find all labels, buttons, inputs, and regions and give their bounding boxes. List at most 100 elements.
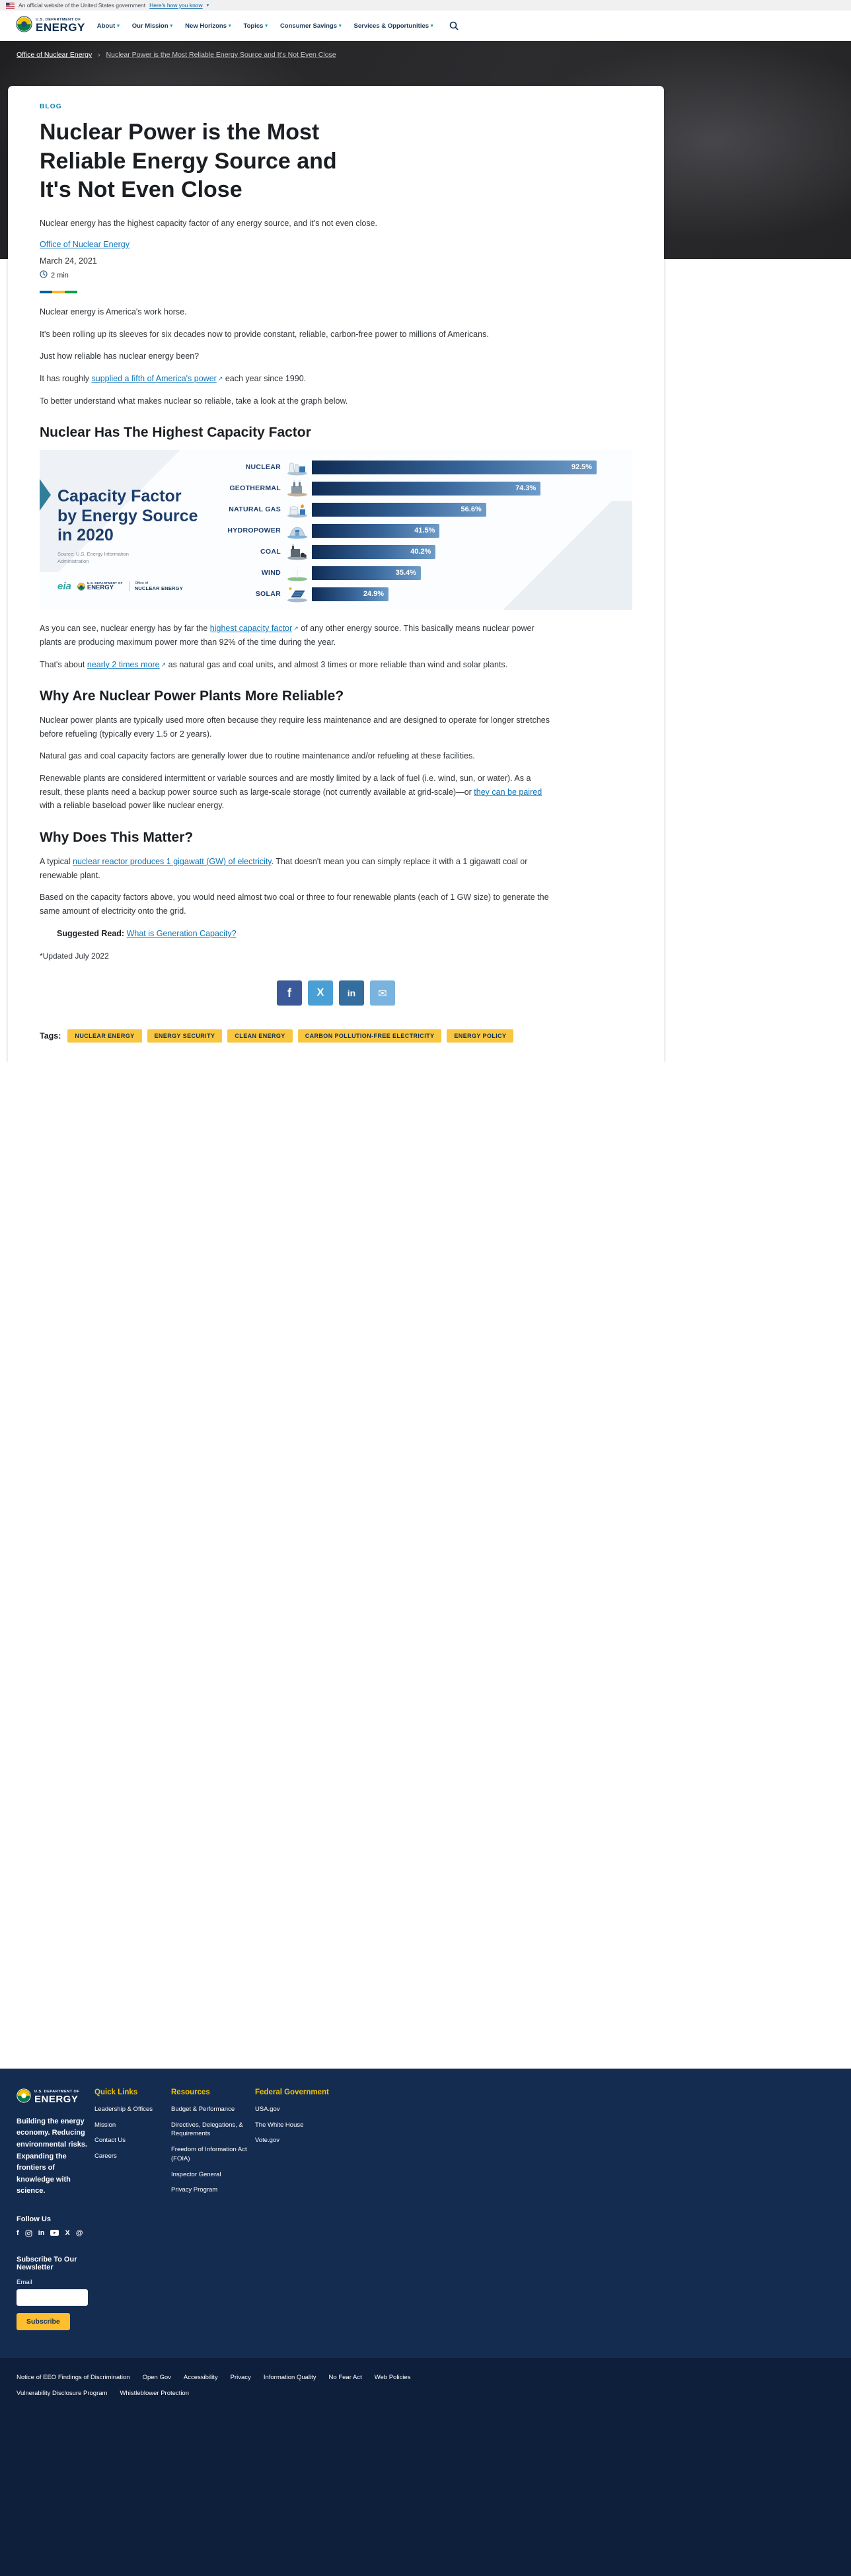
nav-our-mission[interactable]: Our Mission ▾: [131, 22, 173, 30]
article-paragraph: Just how reliable has nuclear energy bee…: [40, 351, 200, 361]
footer-link-white-house[interactable]: The White House: [255, 2121, 304, 2129]
tag-carbon-pollution-free[interactable]: CARBON POLLUTION-FREE ELECTRICITY: [297, 1029, 442, 1043]
one-gigawatt-link[interactable]: nuclear reactor produces 1 gigawatt (GW)…: [73, 856, 272, 866]
bottom-link-whistleblower[interactable]: Whistleblower Protection: [120, 2390, 189, 2397]
article-paragraph: A typical nuclear reactor produces 1 gig…: [40, 856, 528, 880]
clock-icon: [40, 270, 48, 280]
tag-energy-policy[interactable]: ENERGY POLICY: [447, 1029, 514, 1043]
energy-logo[interactable]: U.S. DEPARTMENT OF ENERGY: [16, 16, 85, 36]
footer-link-mission[interactable]: Mission: [94, 2121, 116, 2129]
nearly-2-times-more-link[interactable]: nearly 2 times more ↗: [87, 659, 166, 669]
hydropower-dam-icon: [285, 522, 310, 540]
nav-consumer-savings[interactable]: Consumer Savings ▾: [279, 22, 342, 30]
generation-capacity-link[interactable]: What is Generation Capacity?: [126, 929, 237, 939]
nav-services-opportunities[interactable]: Services & Opportunities ▾: [353, 22, 433, 30]
tag-energy-security[interactable]: ENERGY SECURITY: [147, 1029, 223, 1043]
bottom-link-web-policies[interactable]: Web Policies: [374, 2374, 411, 2381]
x-icon[interactable]: X: [65, 2229, 70, 2237]
chart-title-block: Capacity Factor by Energy Source in 2020…: [57, 487, 203, 592]
bottom-link-eeo[interactable]: Notice of EEO Findings of Discrimination: [17, 2374, 130, 2381]
natural-gas-plant-icon: [285, 501, 310, 519]
byline-office-link[interactable]: Office of Nuclear Energy: [40, 240, 130, 250]
footer-brand-column: U.S. DEPARTMENT OF ENERGY Building the e…: [17, 2088, 91, 2330]
email-field[interactable]: [17, 2289, 88, 2306]
bottom-link-open-gov[interactable]: Open Gov: [142, 2374, 171, 2381]
footer-link-foia[interactable]: Freedom of Information Act (FOIA): [171, 2146, 247, 2162]
bar-hydropower: 41.5%: [312, 523, 440, 538]
share-email-button[interactable]: ✉: [370, 980, 395, 1006]
tag-clean-energy[interactable]: CLEAN ENERGY: [227, 1029, 293, 1043]
bottom-link-no-fear-act[interactable]: No Fear Act: [328, 2374, 362, 2381]
external-link-icon: ↗: [293, 625, 299, 632]
footer-link-careers[interactable]: Careers: [94, 2153, 117, 2160]
article-paragraph: As you can see, nuclear energy has by fa…: [40, 624, 535, 647]
office-of-nuclear-energy-logo: Office of NUCLEAR ENERGY: [128, 581, 183, 592]
article-card: BLOG Nuclear Power is the Most Reliable …: [8, 86, 664, 1063]
threads-icon[interactable]: @: [75, 2229, 83, 2237]
footer-link-votegov[interactable]: Vote.gov: [255, 2137, 279, 2145]
bar-value: 56.6%: [461, 505, 482, 514]
bottom-link-vulnerability-disclosure[interactable]: Vulnerability Disclosure Program: [17, 2390, 108, 2397]
eia-logo: eia: [57, 581, 71, 593]
share-facebook-button[interactable]: f: [277, 980, 302, 1006]
share-x-button[interactable]: X: [308, 980, 333, 1006]
youtube-icon[interactable]: [50, 2230, 59, 2236]
bar-value: 74.3%: [515, 484, 536, 493]
footer-link-budget[interactable]: Budget & Performance: [171, 2105, 235, 2113]
bar-geothermal: 74.3%: [312, 481, 541, 496]
wind-turbine-icon: [285, 564, 310, 582]
subscribe-button[interactable]: Subscribe: [17, 2313, 70, 2330]
article-paragraph: Based on the capacity factors above, you…: [40, 893, 549, 916]
nav-topics[interactable]: Topics ▾: [243, 22, 268, 30]
share-linkedin-button[interactable]: in: [339, 980, 364, 1006]
article-paragraph: Nuclear energy is America's work horse.: [40, 307, 187, 317]
they-can-be-paired-link[interactable]: they can be paired: [474, 787, 542, 797]
instagram-icon[interactable]: [25, 2229, 32, 2237]
bottom-link-information-quality[interactable]: Information Quality: [263, 2374, 316, 2381]
footer-bottom-bar: Notice of EEO Findings of Discrimination…: [0, 2358, 851, 2576]
external-link-icon: ↗: [161, 661, 166, 668]
footer-link-leadership[interactable]: Leadership & Offices: [94, 2105, 153, 2113]
chevron-down-icon: ▾: [170, 24, 173, 28]
bottom-link-privacy[interactable]: Privacy: [230, 2374, 251, 2381]
chart-accent-triangle: [40, 479, 51, 511]
bar-coal: 40.2%: [312, 544, 436, 559]
footer-link-directives[interactable]: Directives, Delegations, & Requirements: [171, 2121, 243, 2138]
facebook-icon: f: [287, 986, 291, 1000]
footer-link-privacy-program[interactable]: Privacy Program: [171, 2186, 218, 2194]
facebook-icon[interactable]: f: [17, 2229, 19, 2237]
chevron-down-icon: ▾: [339, 24, 342, 28]
energy-logo-text: U.S. DEPARTMENT OF ENERGY: [36, 17, 85, 34]
federal-government-heading: Federal Government: [255, 2088, 329, 2096]
footer-link-usagov[interactable]: USA.gov: [255, 2105, 280, 2113]
blog-kicker: BLOG: [40, 103, 62, 110]
highest-capacity-factor-link[interactable]: highest capacity factor ↗: [209, 624, 299, 634]
bottom-links-row: Notice of EEO Findings of Discrimination…: [17, 2374, 834, 2381]
fifth-of-americas-power-link[interactable]: supplied a fifth of America's power ↗: [91, 374, 223, 384]
official-site-text: An official website of the United States…: [18, 2, 146, 9]
nav-about[interactable]: About ▾: [96, 22, 120, 30]
nav-new-horizons[interactable]: New Horizons ▾: [185, 22, 231, 30]
capacity-factor-chart: Capacity Factor by Energy Source in 2020…: [40, 450, 632, 610]
tags-label: Tags:: [40, 1031, 61, 1041]
updated-note: *Updated July 2022: [40, 951, 109, 961]
search-icon[interactable]: [449, 21, 459, 30]
bar-row-nuclear: NUCLEAR 92.5%: [194, 457, 623, 478]
article-paragraph: Natural gas and coal capacity factors ar…: [40, 751, 475, 761]
footer-energy-logo[interactable]: U.S. DEPARTMENT OF ENERGY: [17, 2088, 91, 2106]
tag-nuclear-energy[interactable]: NUCLEAR ENERGY: [67, 1029, 142, 1043]
footer-link-inspector-general[interactable]: Inspector General: [171, 2170, 221, 2178]
breadcrumb-parent-link[interactable]: Office of Nuclear Energy: [17, 51, 92, 59]
blank-space: [0, 1062, 851, 2069]
bottom-link-accessibility[interactable]: Accessibility: [183, 2374, 218, 2381]
section-heading-capacity-factor: Nuclear Has The Highest Capacity Factor: [40, 425, 311, 441]
article-paragraph: Nuclear power plants are typically used …: [40, 716, 550, 739]
bar-row-coal: COAL 40.2%: [194, 541, 623, 562]
footer-link-contact[interactable]: Contact Us: [94, 2137, 126, 2145]
footer-federal-column: Federal Government USA.gov The White Hou…: [255, 2088, 329, 2152]
linkedin-icon[interactable]: in: [38, 2229, 45, 2237]
heres-how-link[interactable]: Here's how you know: [149, 2, 203, 9]
geothermal-plant-icon: [285, 480, 310, 497]
chart-source: Source: U.S. Energy Information Administ…: [57, 551, 129, 564]
article-paragraph: That's about nearly 2 times more ↗ as nat…: [40, 659, 508, 669]
